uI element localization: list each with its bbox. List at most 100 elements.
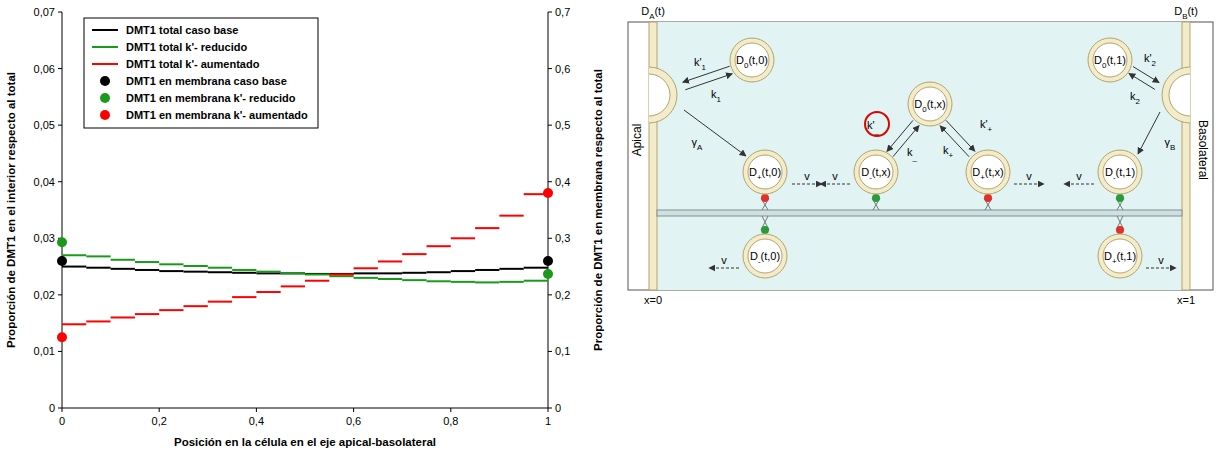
step-segment (111, 316, 135, 318)
y2-axis-title: Proporción de DMT1 en membrana respecto … (592, 69, 604, 351)
label-base: D (914, 98, 922, 110)
step-segment (451, 281, 475, 283)
label-rest: (t,x) (985, 166, 1004, 178)
vesicle-outer (1098, 150, 1142, 194)
label-base: k' (867, 119, 875, 131)
y-axis-line (62, 12, 63, 408)
y2-tick-label: 0,5 (555, 119, 570, 131)
vesicle-inner (971, 155, 1005, 189)
y-tick-label: 0,02 (34, 289, 55, 301)
vesicle-outer (743, 150, 787, 194)
pit-inner (1169, 74, 1190, 116)
vesicle-outer (743, 234, 787, 278)
label-sub: _ (874, 126, 880, 135)
y-tick-label: 0,07 (34, 6, 55, 18)
step-segment (232, 269, 256, 271)
y-tick (58, 181, 62, 182)
legend-swatch (92, 46, 118, 48)
basolateral-membrane (1182, 22, 1190, 290)
motor (761, 226, 769, 234)
motor (872, 194, 880, 202)
step-segment (208, 267, 232, 269)
step-segment (62, 323, 86, 325)
label: k2 (1130, 90, 1140, 106)
step-segment (305, 280, 329, 282)
legend-label: DMT1 en membrana k'- aumentado (126, 109, 308, 121)
y2-tick (548, 125, 552, 126)
velocity-arrow (709, 268, 739, 269)
legend: DMT1 total caso baseDMT1 total k'- reduc… (84, 18, 318, 128)
label: D0(t,0) (736, 54, 768, 70)
label: k'1 (694, 56, 707, 72)
step-segment (86, 320, 110, 322)
velocity-label: v (832, 170, 838, 182)
legend-swatch (92, 29, 118, 31)
label-sub: + (987, 125, 992, 134)
step-segment (159, 270, 183, 272)
y-tick (58, 294, 62, 295)
point (543, 256, 553, 266)
label: k_ (907, 146, 918, 162)
legend-label: DMT1 en membrana caso base (126, 75, 287, 87)
legend-label: DMT1 total k'- reducido (126, 41, 247, 53)
rate-arrow (1138, 112, 1160, 154)
label-rest: (t,1) (1106, 54, 1126, 66)
point (543, 269, 553, 279)
step-segment (402, 253, 426, 255)
step-segment (524, 267, 548, 269)
legend-label: DMT1 en membrana k'- reducido (126, 92, 296, 104)
legend-swatch (100, 110, 110, 120)
label-sub: 1 (702, 63, 707, 72)
label: D-(t,0) (750, 250, 780, 266)
step-segment (159, 309, 183, 311)
step-segment (135, 269, 159, 271)
position-label: x=1 (1177, 294, 1195, 306)
x-axis-line (62, 408, 548, 409)
pit-outer (649, 67, 677, 123)
label: γB (1165, 136, 1176, 152)
y-tick (58, 12, 62, 13)
label-sub: 1 (717, 95, 722, 104)
y-tick-label: 0,03 (34, 232, 55, 244)
label: DB(t) (1174, 5, 1198, 21)
step-segment (208, 301, 232, 303)
label: D-(t,x) (861, 166, 891, 182)
highlight (865, 112, 889, 136)
vesicle-inner (1103, 155, 1137, 189)
diagram: D0(t,0)D+(t,0)D-(t,0)D0(t,x)D-(t,x)D+(t,… (621, 5, 1218, 306)
step-segment (475, 281, 499, 283)
label-base: D (1094, 54, 1102, 66)
vesicle-outer (854, 150, 898, 194)
velocity-label: v (804, 170, 810, 182)
y-tick-label: 0,06 (34, 63, 55, 75)
y-tick-label: 0 (49, 402, 55, 414)
y2-tick-label: 0 (555, 402, 561, 414)
step-segment (111, 259, 135, 261)
rate-arrow (1129, 73, 1155, 89)
motor (1116, 226, 1124, 234)
velocity-arrow (1014, 184, 1044, 185)
vesicle-outer (966, 150, 1010, 194)
velocity-arrow (820, 184, 850, 185)
step-segment (329, 273, 353, 275)
step-segment (329, 273, 353, 275)
label: D+(t,0) (749, 166, 781, 182)
y-axis-title: Proporción de DMT1 en el interior respec… (5, 72, 17, 348)
vesicle-inner (913, 87, 947, 121)
step-segment (62, 266, 86, 268)
step-segment (354, 267, 378, 269)
vesicle-inner (748, 239, 782, 273)
legend-swatch (100, 76, 110, 86)
velocity-label: v (1026, 170, 1032, 182)
x-tick (62, 408, 63, 412)
velocity-label: v (1076, 170, 1082, 182)
step-segment (111, 268, 135, 270)
label-base: D (641, 5, 649, 17)
y2-tick (548, 351, 552, 352)
pit-outer (1162, 67, 1190, 123)
step-segment (499, 268, 523, 270)
y-tick (58, 125, 62, 126)
label-base: D (1105, 166, 1113, 178)
label-rest: (t) (654, 5, 664, 17)
label-rest: (t,1) (1117, 250, 1137, 262)
